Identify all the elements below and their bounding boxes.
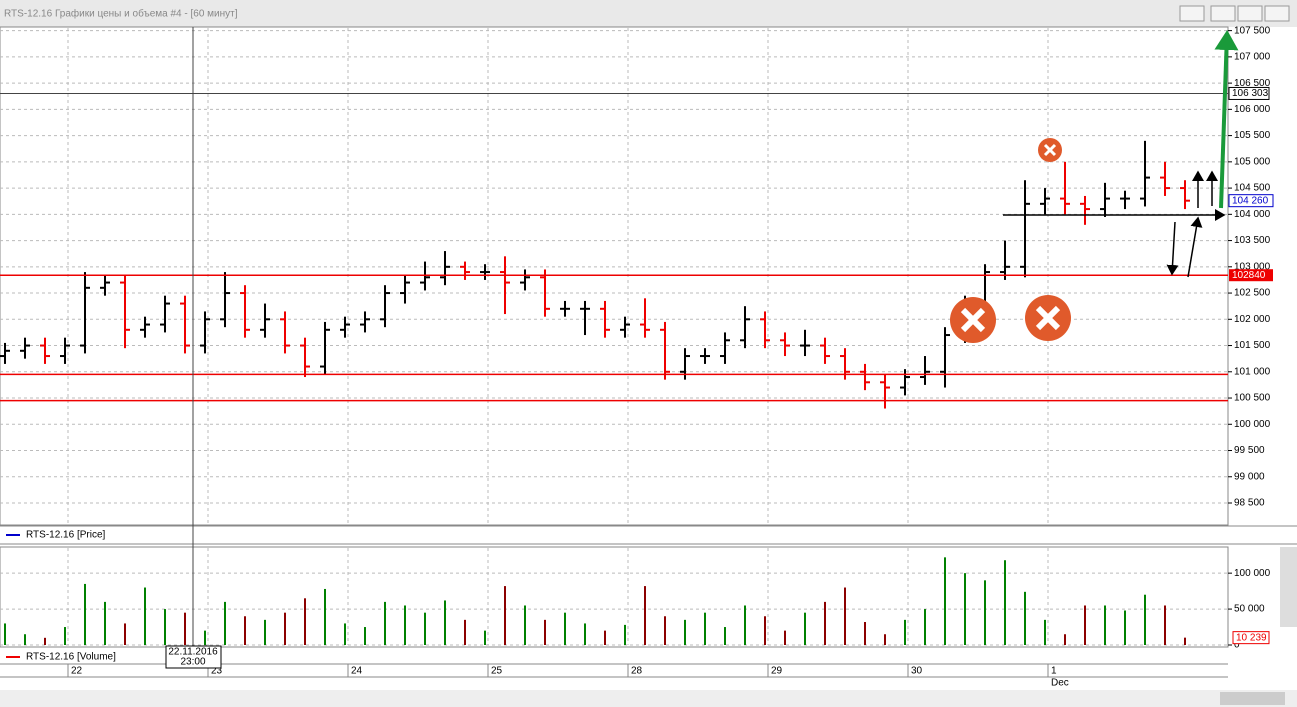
y-tick-label: 101 000 — [1234, 366, 1271, 377]
title-bar — [0, 0, 1297, 27]
arrow — [1214, 30, 1239, 209]
maximize-button[interactable] — [1237, 5, 1263, 22]
y-tick-label: 106 500 — [1234, 78, 1271, 89]
h-scrollbar[interactable] — [0, 690, 1297, 707]
annotations — [950, 30, 1239, 343]
y-tick-label: 105 000 — [1234, 156, 1271, 167]
arrow — [1187, 216, 1203, 278]
crosshair-label-box — [165, 645, 222, 669]
level-label: 102840 — [1232, 270, 1266, 281]
legend-label: RTS-12.16 [Volume] — [26, 652, 116, 663]
x-tick-label: 25 — [491, 666, 503, 677]
x-tick-label: 23 — [211, 666, 223, 677]
y-tick-label: 104 500 — [1234, 183, 1271, 194]
v-scrollbar[interactable] — [1280, 547, 1297, 627]
crosshair-time: 23:00 — [180, 657, 205, 668]
price-panel — [0, 26, 1229, 526]
y-tick-label: 102 500 — [1234, 288, 1271, 299]
y-tick-label: 0 — [1234, 640, 1240, 651]
plot: 98 500 99 000 99 500 100 000 100 500 101 000 1… — [0, 25, 1274, 689]
last-price-label: 104 260 — [1232, 195, 1269, 206]
cross-icon — [950, 297, 996, 343]
x-tick-label: 22 — [71, 666, 83, 677]
y-tick-label: 100 000 — [1234, 419, 1271, 430]
cross-icon — [1038, 138, 1062, 162]
y-tick-label: 102 000 — [1234, 314, 1271, 325]
x-tick-label: 30 — [911, 666, 923, 677]
close-button[interactable] — [1264, 5, 1290, 22]
month-label: Dec — [1051, 678, 1069, 689]
y-tick-label: 106 000 — [1234, 104, 1271, 115]
anchor-button[interactable] — [1179, 5, 1205, 22]
scroll-thumb[interactable] — [1220, 692, 1285, 705]
x-tick-label: 28 — [631, 666, 643, 677]
y-tick-label: 101 500 — [1234, 340, 1271, 351]
y-tick-label: 100 500 — [1234, 393, 1271, 404]
x-tick-label: 24 — [351, 666, 363, 677]
last-volume-box — [1232, 631, 1270, 645]
y-tick-label: 99 500 — [1234, 445, 1265, 456]
volume-panel — [0, 546, 1229, 648]
crosshair-price-box — [1228, 86, 1270, 100]
crosshair-price: 106 303 — [1232, 88, 1269, 99]
last-volume-label: 10 239 — [1236, 632, 1267, 643]
cross-icon — [1025, 295, 1071, 341]
y-tick-label: 103 000 — [1234, 261, 1271, 272]
last-price-box — [1228, 194, 1274, 208]
y-tick-label: 100 000 — [1234, 568, 1271, 579]
y-tick-label: 50 000 — [1234, 604, 1265, 615]
legend-label: RTS-12.16 [Price] — [26, 530, 106, 541]
y-tick-label: 98 500 — [1234, 498, 1265, 509]
y-tick-label: 104 000 — [1234, 209, 1271, 220]
x-tick-label: 1 — [1051, 666, 1057, 677]
y-tick-label: 103 500 — [1234, 235, 1271, 246]
y-tick-label: 107 000 — [1234, 52, 1271, 63]
minimize-button[interactable] — [1210, 5, 1236, 22]
window-title: RTS-12.16 Графики цены и объема #4 - [60… — [4, 8, 238, 20]
arrow — [1166, 221, 1179, 276]
y-tick-label: 99 000 — [1234, 471, 1265, 482]
y-tick-label: 107 500 — [1234, 25, 1271, 36]
x-tick-label: 29 — [771, 666, 783, 677]
y-tick-label: 105 500 — [1234, 130, 1271, 141]
level-label-box — [1229, 269, 1273, 282]
crosshair-date: 22.11.2016 — [168, 647, 218, 658]
